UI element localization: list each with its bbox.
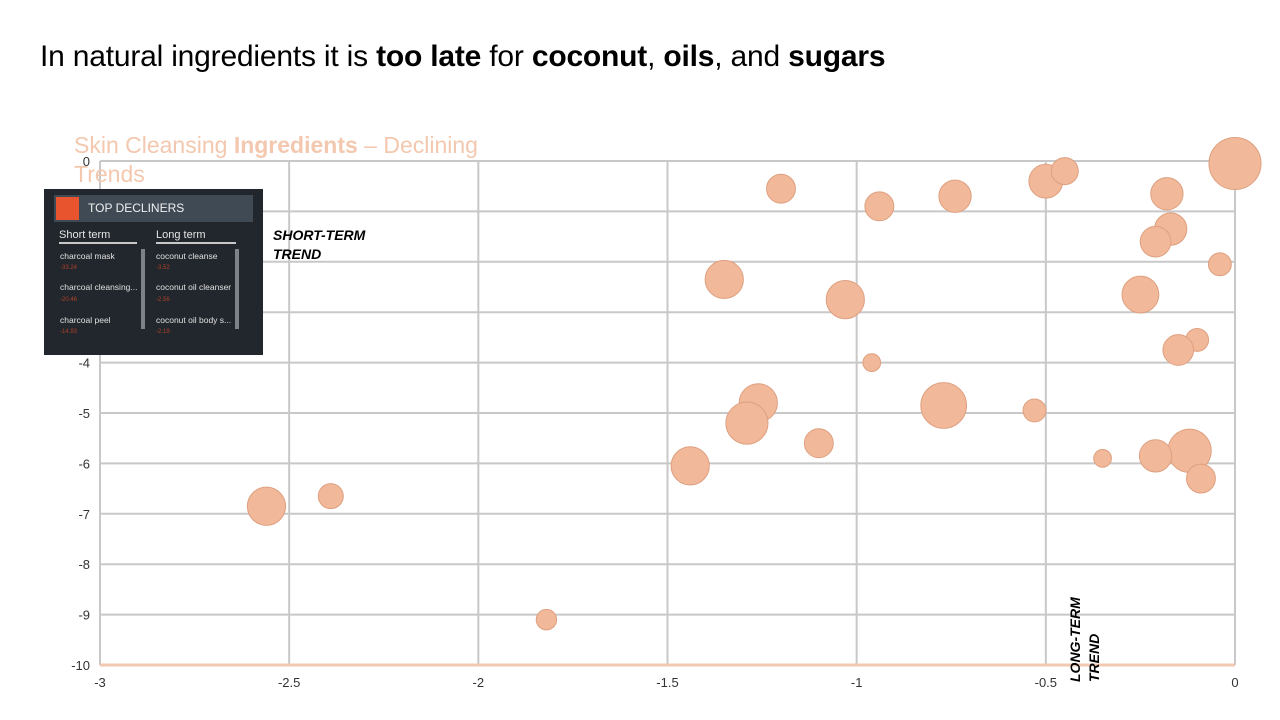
- data-point: [862, 353, 882, 372]
- short-term-value: -14.93: [60, 329, 78, 335]
- data-point: [1093, 449, 1112, 468]
- y-tick-label: -6: [78, 456, 90, 471]
- short-term-item[interactable]: charcoal mask: [60, 251, 115, 261]
- data-point: [1207, 252, 1232, 277]
- panel-title: TOP DECLINERS: [88, 201, 185, 215]
- data-point: [825, 279, 865, 320]
- long-term-item[interactable]: coconut oil body s...: [156, 315, 232, 325]
- long-term-scrollbar[interactable]: [235, 249, 239, 329]
- headline-text-2: for: [481, 40, 532, 73]
- long-term-value: -2.56: [156, 297, 170, 303]
- data-point: [535, 608, 558, 631]
- headline-emphasis-oils: oils: [663, 40, 715, 73]
- short-term-trend-label: SHORT-TERM TREND: [273, 227, 366, 262]
- y-tick-label: -4: [78, 356, 90, 371]
- slide-headline: In natural ingredients it is too late fo…: [40, 40, 886, 74]
- chart-title-part-2: – Declining Trends: [74, 132, 478, 187]
- data-point: [864, 191, 895, 222]
- short-term-item[interactable]: charcoal peel: [60, 315, 111, 325]
- y-tick-label: 0: [83, 154, 90, 169]
- data-point: [1121, 275, 1160, 314]
- headline-emphasis-too-late: too late: [376, 40, 482, 73]
- data-point: [1208, 136, 1262, 191]
- headline-emphasis-sugars: sugars: [788, 40, 886, 73]
- short-term-value: -20.46: [60, 297, 78, 303]
- y-tick-label: -10: [71, 658, 90, 673]
- long-term-value: -3.52: [156, 265, 170, 271]
- data-point: [803, 428, 834, 459]
- y-tick-label: -7: [78, 507, 90, 522]
- chart-title-part-1: Skin Cleansing: [74, 132, 234, 158]
- data-point: [246, 486, 287, 526]
- headline-text-4: , and: [714, 40, 789, 73]
- long-term-trend-label: LONG-TERM TREND: [1067, 597, 1102, 682]
- headline-text-3: ,: [647, 40, 664, 73]
- data-point: [938, 179, 972, 213]
- y-tick-label: -5: [78, 406, 90, 421]
- top-decliners-panel: TOP DECLINERS Short term Long term charc…: [44, 189, 263, 355]
- headline-text-1: In natural ingredients it is: [40, 40, 377, 73]
- x-tick-label: -2: [473, 675, 485, 690]
- x-tick-label: -3: [94, 675, 106, 690]
- data-point: [317, 483, 344, 510]
- x-tick-label: -1.5: [656, 675, 678, 690]
- data-point: [920, 382, 968, 429]
- panel-header: TOP DECLINERS: [54, 195, 253, 222]
- chart-title-bold: Ingredients: [233, 132, 358, 158]
- y-tick-label: -8: [78, 557, 90, 572]
- brand-logo-icon: [56, 197, 79, 220]
- data-point: [1022, 398, 1047, 423]
- data-point: [725, 401, 769, 445]
- data-point: [1150, 177, 1184, 211]
- short-term-item[interactable]: charcoal cleansing...: [60, 282, 138, 292]
- tab-short-term[interactable]: Short term: [59, 229, 137, 244]
- chart-title: Skin Cleansing Ingredients – Declining T…: [74, 131, 514, 189]
- short-term-scrollbar[interactable]: [141, 249, 145, 329]
- data-point: [1050, 157, 1079, 186]
- data-point: [670, 446, 710, 486]
- long-term-item[interactable]: coconut cleanse: [156, 251, 218, 261]
- data-point: [1186, 463, 1216, 494]
- data-point: [1162, 334, 1195, 366]
- short-term-value: -33.24: [60, 265, 78, 271]
- x-tick-label: 0: [1231, 675, 1238, 690]
- tab-long-term[interactable]: Long term: [156, 229, 236, 244]
- long-term-value: -2.19: [156, 329, 170, 335]
- data-point: [704, 259, 744, 300]
- x-tick-label: -1: [851, 675, 863, 690]
- data-point: [766, 173, 796, 204]
- data-point: [1138, 439, 1173, 473]
- x-tick-label: -2.5: [278, 675, 300, 690]
- y-tick-label: -9: [78, 608, 90, 623]
- long-term-item[interactable]: coconut oil cleanser: [156, 282, 232, 292]
- x-tick-label: -0.5: [1035, 675, 1057, 690]
- data-point: [1139, 225, 1172, 258]
- headline-emphasis-coconut: coconut: [531, 40, 648, 73]
